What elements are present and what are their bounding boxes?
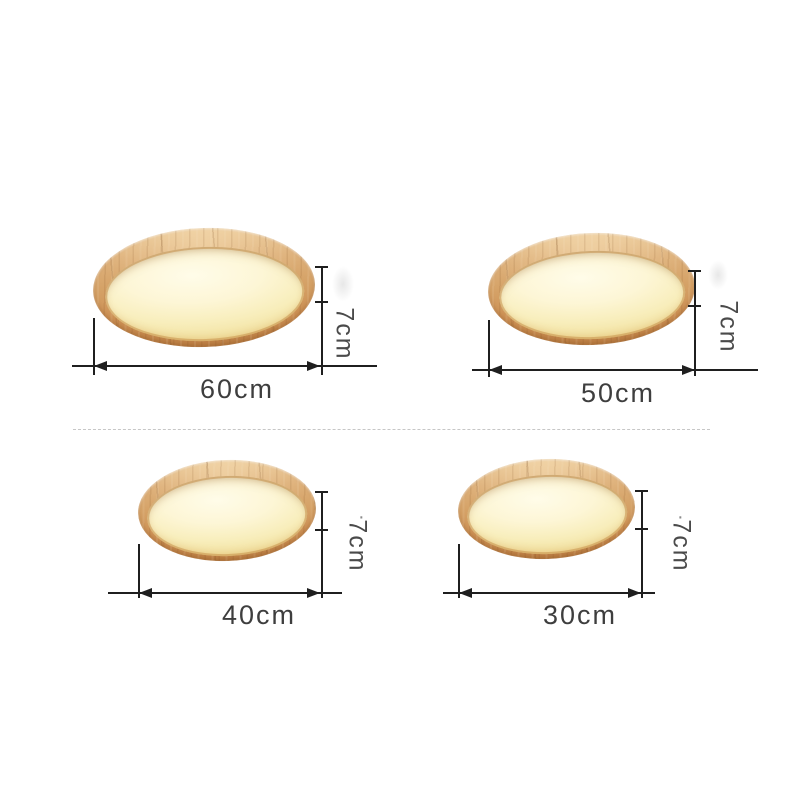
height-tick-bottom <box>688 305 701 307</box>
height-dimension-line <box>641 490 643 598</box>
diameter-label: 50cm <box>580 378 656 408</box>
height-tick-top <box>315 491 328 493</box>
wood-rim <box>90 224 318 351</box>
section-divider <box>73 429 710 430</box>
faint-smudge <box>708 260 728 290</box>
arrowhead-left-icon <box>94 361 107 371</box>
arrowhead-right-icon <box>307 588 320 598</box>
extension-line-left <box>138 544 140 598</box>
width-dimension-line <box>108 592 342 594</box>
height-tick-top <box>315 266 328 268</box>
stray-dot: · <box>677 506 684 528</box>
wood-rim <box>136 456 318 565</box>
arrowhead-left-icon <box>459 588 472 598</box>
arrowhead-right-icon <box>307 361 320 371</box>
wood-rim <box>486 229 697 349</box>
height-tick-top <box>635 490 648 492</box>
diameter-label: 60cm <box>199 374 275 404</box>
height-tick-bottom <box>315 529 328 531</box>
ceiling-lamp-50cm-photo <box>486 229 697 349</box>
extension-line-left <box>93 318 95 375</box>
height-dimension-line <box>321 491 323 598</box>
width-dimension-line <box>443 592 655 594</box>
faint-smudge <box>332 266 354 302</box>
ceiling-lamp-30cm-photo <box>456 455 637 563</box>
ceiling-lamp-60cm-photo <box>90 224 318 351</box>
width-dimension-line <box>72 365 377 367</box>
height-dimension-line <box>321 266 323 375</box>
arrowhead-left-icon <box>139 588 152 598</box>
height-label: 7cm <box>330 307 359 361</box>
arrowhead-right-icon <box>628 588 641 598</box>
stray-dot: · <box>358 506 365 528</box>
ceiling-lamp-40cm-photo <box>136 456 318 565</box>
arrowhead-left-icon <box>489 365 502 375</box>
height-tick-top <box>688 270 701 272</box>
extension-line-left <box>458 544 460 598</box>
height-dimension-line <box>694 270 696 376</box>
height-tick-bottom <box>635 528 648 530</box>
extension-line-left <box>488 320 490 377</box>
wood-rim <box>456 455 637 563</box>
height-label: 7cm <box>714 300 743 354</box>
width-dimension-line <box>472 369 758 371</box>
diameter-label: 40cm <box>221 600 297 630</box>
arrowhead-right-icon <box>682 365 695 375</box>
height-label: 7cm <box>343 519 372 573</box>
diameter-label: 30cm <box>542 600 618 630</box>
height-tick-bottom <box>315 301 328 303</box>
